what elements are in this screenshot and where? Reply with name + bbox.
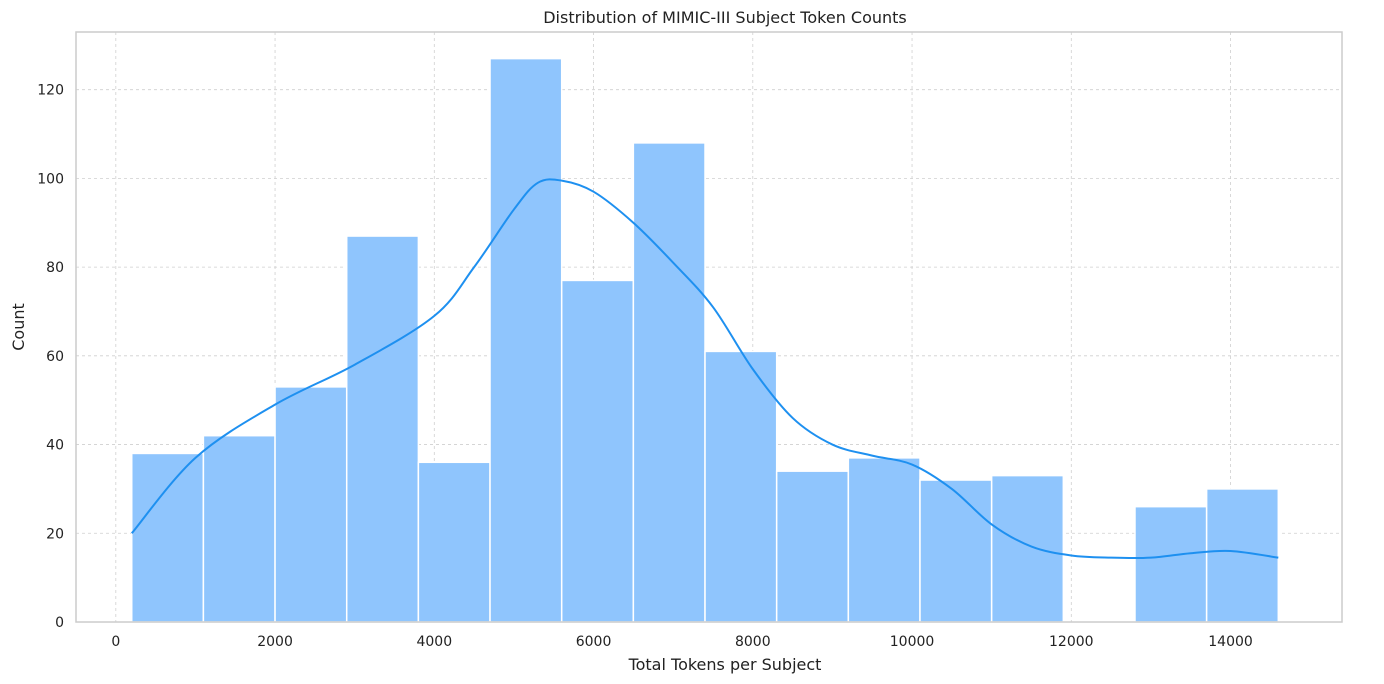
histogram-bar <box>704 350 778 623</box>
y-tick-label: 0 <box>55 615 64 631</box>
x-axis-label: Total Tokens per Subject <box>628 655 822 674</box>
histogram-bar <box>1134 505 1208 623</box>
x-tick-label: 10000 <box>890 634 935 650</box>
kde-curve <box>130 178 1279 560</box>
x-tick-label: 6000 <box>576 634 612 650</box>
chart-title: Distribution of MIMIC-III Subject Token … <box>543 8 907 27</box>
histogram-bar <box>345 235 420 623</box>
y-tick-label: 80 <box>46 260 64 276</box>
x-tick-label: 2000 <box>257 634 293 650</box>
histogram-bar <box>919 479 993 623</box>
x-tick-label: 8000 <box>735 634 771 650</box>
x-tick-label: 14000 <box>1208 634 1253 650</box>
histogram-bar <box>417 461 491 623</box>
histogram-bar <box>130 452 205 623</box>
y-tick-label: 20 <box>46 526 64 542</box>
y-axis-label: Count <box>9 303 28 351</box>
x-tick-label: 12000 <box>1049 634 1094 650</box>
x-tick-labels: 0 2000 4000 6000 8000 10000 12000 14000 <box>111 634 1252 650</box>
histogram-bars <box>130 57 1280 623</box>
y-tick-label: 60 <box>46 349 64 365</box>
histogram-bar <box>489 57 563 623</box>
y-tick-labels: 0 20 40 60 80 100 120 <box>37 83 64 631</box>
histogram-bar <box>990 474 1065 623</box>
y-tick-label: 40 <box>46 438 64 454</box>
histogram-bar <box>632 142 706 623</box>
histogram-bar <box>560 279 635 623</box>
x-tick-label: 4000 <box>416 634 452 650</box>
x-tick-label: 0 <box>111 634 120 650</box>
histogram-bar <box>202 434 276 623</box>
plot-frame <box>75 31 1343 623</box>
histogram-bar <box>847 457 921 623</box>
y-tick-label: 120 <box>37 83 64 99</box>
histogram-bar <box>775 470 850 623</box>
histogram-bar <box>274 386 348 623</box>
y-tick-label: 100 <box>37 171 64 187</box>
